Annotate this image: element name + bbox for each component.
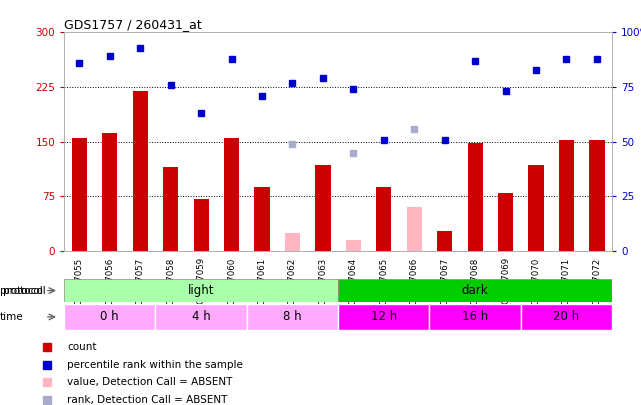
Bar — [102, 133, 117, 251]
Bar — [406, 207, 422, 251]
Bar — [467, 143, 483, 251]
Bar — [72, 138, 87, 251]
Bar — [589, 140, 604, 251]
Text: time: time — [0, 312, 24, 322]
Bar — [64, 279, 338, 302]
Bar — [315, 165, 331, 251]
Bar — [429, 304, 520, 330]
Bar — [163, 167, 178, 251]
Bar — [64, 304, 155, 330]
Text: light: light — [188, 284, 214, 297]
Bar — [345, 240, 361, 251]
Text: value, Detection Call = ABSENT: value, Detection Call = ABSENT — [67, 377, 233, 387]
Bar — [155, 304, 247, 330]
Bar — [528, 165, 544, 251]
Bar — [520, 304, 612, 330]
Bar — [338, 279, 612, 302]
Text: 0 h: 0 h — [101, 310, 119, 324]
Text: 4 h: 4 h — [192, 310, 210, 324]
Bar — [247, 304, 338, 330]
Bar — [376, 187, 392, 251]
Bar — [194, 198, 209, 251]
Bar — [498, 193, 513, 251]
Text: rank, Detection Call = ABSENT: rank, Detection Call = ABSENT — [67, 395, 228, 405]
Text: count: count — [67, 342, 97, 352]
Bar — [559, 140, 574, 251]
Bar — [254, 187, 270, 251]
Text: protocol: protocol — [3, 286, 46, 296]
Text: 16 h: 16 h — [462, 310, 488, 324]
Text: GDS1757 / 260431_at: GDS1757 / 260431_at — [64, 18, 202, 31]
Text: protocol: protocol — [0, 286, 43, 296]
Bar — [224, 138, 239, 251]
Text: 8 h: 8 h — [283, 310, 302, 324]
Text: 20 h: 20 h — [553, 310, 579, 324]
Bar — [133, 91, 148, 251]
Text: dark: dark — [462, 284, 488, 297]
Bar — [338, 304, 429, 330]
Text: 12 h: 12 h — [370, 310, 397, 324]
Bar — [437, 231, 453, 251]
Text: percentile rank within the sample: percentile rank within the sample — [67, 360, 244, 370]
Bar — [285, 233, 300, 251]
